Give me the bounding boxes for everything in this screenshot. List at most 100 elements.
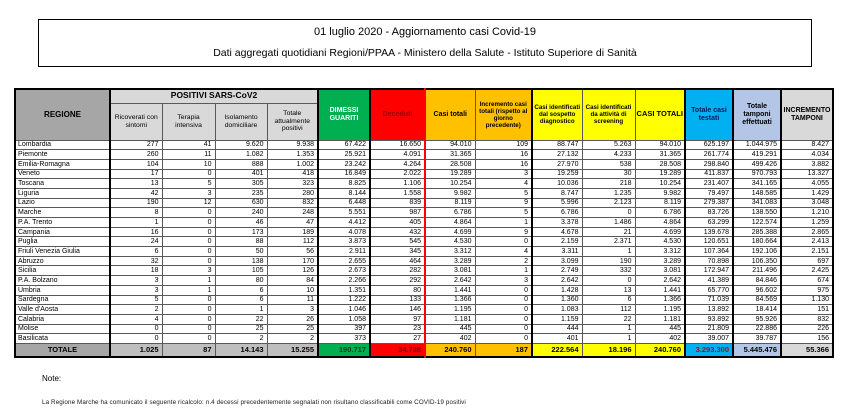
cell-dimessi-guariti: 6.448 [317,197,371,209]
cell-casi-sospetto-diagnostico: 1.083 [531,304,583,315]
table-row: Calabria 4 0 22 26 1.058 97 1.181 0 1.159 22 1.181 9… [14,313,834,325]
table-row: Sicilia 18 3 105 126 2.673 282 3.081 1 2.749 332 3.… [14,265,834,277]
cell-casi-totali-caps: 445 [634,323,686,335]
cell-deceduti: 80 [369,284,426,296]
cell-casi-totali-caps: 2.642 [634,275,686,286]
cell-incremento-casi-totali: 4 [474,246,533,257]
cell-casi-sospetto-diagnostico: 5.996 [531,197,583,209]
cell-totale-tamponi-effettuati: 148.585 [732,187,782,199]
cell-totale-attualmente-positivi: 832 [266,197,319,209]
cell-dimessi-guariti: 67.422 [317,139,371,151]
total-cell-totale-casi-testati: 3.293.300 [684,342,734,358]
cell-ricoverati-con-sintomi: 24 [109,236,163,248]
table-row: Liguria 42 3 235 280 8.144 1.558 9.982 5 8.747 1.2… [14,187,834,199]
cell-incremento-casi-totali: 5 [474,187,533,199]
cell-casi-totali: 2.642 [424,275,476,286]
cell-totale-attualmente-positivi: 112 [266,236,319,248]
note-text: La Regione Marche ha comunicato il segue… [42,399,466,406]
total-cell-casi-screening: 18.196 [581,342,636,358]
cell-totale-tamponi-effettuati: 39.787 [732,333,782,344]
cell-ricoverati-con-sintomi: 2 [109,304,163,315]
total-cell-casi-totali: 240.760 [424,342,476,358]
table-row: Basilicata 0 0 2 2 373 27 402 0 401 1 402 39.007 39.7… [14,333,834,344]
table-row: Puglia 24 0 88 112 3.873 545 4.530 0 2.159 2.371 4.… [14,236,834,248]
cell-incremento-casi-totali: 9 [474,226,533,238]
column-header-incremento-tamponi: INCREMENTO TAMPONI [780,88,834,141]
cell-terapia-intensiva: 0 [161,207,216,218]
cell-terapia-intensiva: 10 [161,158,216,170]
cell-ricoverati-con-sintomi: 6 [109,246,163,257]
cell-incremento-casi-totali: 0 [474,313,533,325]
cell-totale-tamponi-effettuati: 106.350 [732,255,782,267]
column-header-deceduti: Deceduti [369,88,426,141]
cell-incremento-tamponi: 832 [780,313,834,325]
cell-dimessi-guariti: 1.046 [317,304,371,315]
cell-totale-casi-testati: 63.299 [684,217,734,228]
region-name: Toscana [14,178,111,189]
cell-totale-attualmente-positivi: 2 [266,333,319,344]
table-header: REGIONE POSITIVI SARS-CoV2 DIMESSI GUARITI… [14,88,834,141]
column-header-incremento-casi-totali: Incremento casi totali (rispetto al gior… [474,88,533,141]
cell-casi-totali-caps: 402 [634,333,686,344]
cell-deceduti: 146 [369,304,426,315]
cell-incremento-tamponi: 3.048 [780,197,834,209]
cell-casi-sospetto-diagnostico: 8.747 [531,187,583,199]
cell-terapia-intensiva: 0 [161,246,216,257]
note-heading: Note: [42,374,62,383]
region-name: Veneto [14,168,111,180]
cell-isolamento-domiciliare: 138 [214,255,268,267]
cell-dimessi-guariti: 2.911 [317,246,371,257]
cell-isolamento-domiciliare: 401 [214,168,268,180]
cell-incremento-casi-totali: 3 [474,275,533,286]
cell-totale-attualmente-positivi: 189 [266,226,319,238]
cell-totale-tamponi-effettuati: 285.388 [732,226,782,238]
cell-totale-casi-testati: 411.837 [684,168,734,180]
cell-dimessi-guariti: 4.078 [317,226,371,238]
cell-casi-screening: 6 [581,294,636,306]
cell-dimessi-guariti: 1.058 [317,313,371,325]
cell-totale-tamponi-effettuati: 211.496 [732,265,782,277]
cell-incremento-tamponi: 1.259 [780,217,834,228]
cell-totale-tamponi-effettuati: 96.602 [732,284,782,296]
cell-casi-sospetto-diagnostico: 27.132 [531,149,583,160]
cell-casi-totali: 4.699 [424,226,476,238]
cell-casi-totali-caps: 3.289 [634,255,686,267]
cell-incremento-tamponi: 975 [780,284,834,296]
cell-terapia-intensiva: 41 [161,139,216,151]
cell-totale-casi-testati: 83.726 [684,207,734,218]
cell-totale-tamponi-effettuati: 122.574 [732,217,782,228]
cell-casi-sospetto-diagnostico: 1.360 [531,294,583,306]
cell-casi-totali: 445 [424,323,476,335]
cell-casi-totali: 4.864 [424,217,476,228]
region-name: Basilicata [14,333,111,344]
region-name: Molise [14,323,111,335]
cell-totale-attualmente-positivi: 248 [266,207,319,218]
cell-ricoverati-con-sintomi: 18 [109,265,163,277]
cell-totale-attualmente-positivi: 280 [266,187,319,199]
cell-dimessi-guariti: 2.266 [317,275,371,286]
cell-totale-attualmente-positivi: 1.353 [266,149,319,160]
cell-isolamento-domiciliare: 235 [214,187,268,199]
cell-totale-tamponi-effettuati: 138.550 [732,207,782,218]
cell-casi-totali: 1.195 [424,304,476,315]
cell-terapia-intensiva: 0 [161,323,216,335]
region-name: Piemonte [14,149,111,160]
cell-casi-screening: 1 [581,246,636,257]
cell-deceduti: 1.558 [369,187,426,199]
cell-totale-casi-testati: 21.809 [684,323,734,335]
cell-deceduti: 4.091 [369,149,426,160]
table-row: Campania 16 0 173 189 4.078 432 4.699 9 4.678 21 4.… [14,226,834,238]
cell-isolamento-domiciliare: 50 [214,246,268,257]
cell-totale-casi-testati: 279.387 [684,197,734,209]
cell-isolamento-domiciliare: 6 [214,294,268,306]
cell-incremento-casi-totali: 0 [474,323,533,335]
cell-terapia-intensiva: 0 [161,217,216,228]
cell-isolamento-domiciliare: 6 [214,284,268,296]
cell-totale-tamponi-effettuati: 180.664 [732,236,782,248]
cell-deceduti: 987 [369,207,426,218]
cell-totale-attualmente-positivi: 1.002 [266,158,319,170]
cell-ricoverati-con-sintomi: 3 [109,284,163,296]
cell-deceduti: 1.106 [369,178,426,189]
cell-totale-attualmente-positivi: 418 [266,168,319,180]
cell-ricoverati-con-sintomi: 13 [109,178,163,189]
